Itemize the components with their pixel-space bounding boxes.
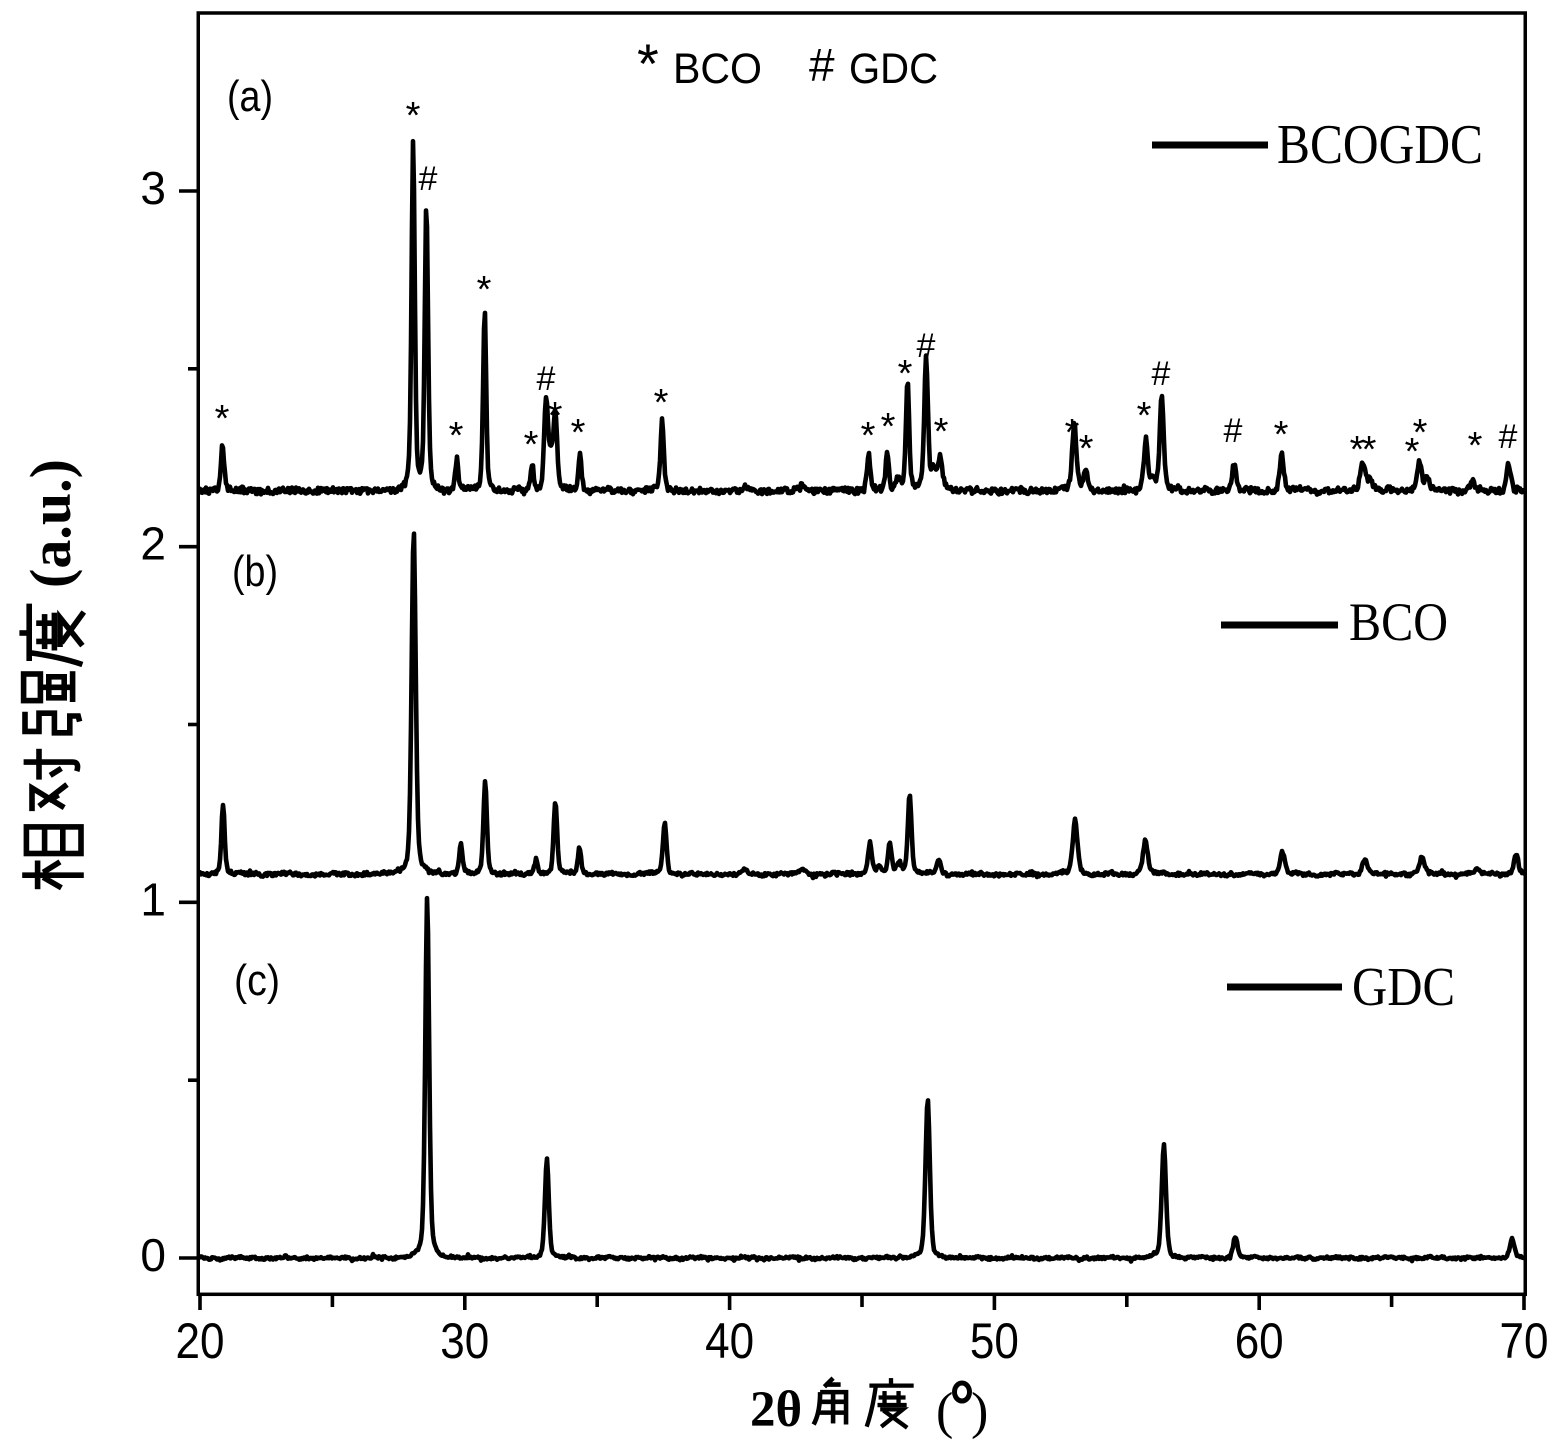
svg-text:#: # <box>537 360 556 398</box>
svg-text:*: * <box>571 412 586 454</box>
svg-text:BCOGDC: BCOGDC <box>1277 114 1483 176</box>
svg-text:20: 20 <box>176 1313 225 1369</box>
svg-text:): ) <box>971 1383 988 1440</box>
svg-text:BCO: BCO <box>673 45 762 93</box>
svg-text:(a.u.): (a.u.) <box>18 459 83 588</box>
svg-text:*: * <box>898 353 913 395</box>
svg-text:#: # <box>1152 355 1171 393</box>
svg-text:*: * <box>1405 431 1420 473</box>
svg-text:(a): (a) <box>227 72 273 121</box>
svg-text:*: * <box>861 415 876 457</box>
svg-text:*: * <box>1274 414 1289 456</box>
svg-text:*: * <box>637 32 659 95</box>
svg-text:50: 50 <box>970 1313 1019 1369</box>
svg-text:2θ: 2θ <box>750 1382 802 1438</box>
svg-text:*: * <box>548 395 563 437</box>
svg-text:*: * <box>1350 429 1365 471</box>
svg-text:*: * <box>477 269 492 311</box>
svg-text:#: # <box>1499 418 1518 456</box>
svg-text:(: ( <box>936 1383 953 1440</box>
svg-text:(b): (b) <box>232 547 278 596</box>
svg-text:70: 70 <box>1500 1313 1549 1369</box>
svg-text:*: * <box>449 415 464 457</box>
svg-text:*: * <box>654 382 669 424</box>
svg-text:*: * <box>1468 425 1483 467</box>
svg-text:*: * <box>1413 412 1428 454</box>
svg-text:#: # <box>1224 412 1243 450</box>
svg-text:*: * <box>1079 428 1094 470</box>
svg-text:*: * <box>1065 412 1080 454</box>
svg-text:GDC: GDC <box>1352 956 1455 1017</box>
svg-text:30: 30 <box>440 1313 489 1369</box>
svg-text:*: * <box>881 406 896 448</box>
svg-text:GDC: GDC <box>849 45 938 93</box>
svg-text:(c): (c) <box>234 956 280 1005</box>
svg-text:#: # <box>419 160 438 198</box>
svg-text:#: # <box>809 39 835 91</box>
svg-text:40: 40 <box>705 1313 754 1369</box>
svg-text:*: * <box>215 398 230 440</box>
svg-text:*: * <box>1137 395 1152 437</box>
svg-text:*: * <box>934 411 949 453</box>
svg-text:*: * <box>1362 429 1377 471</box>
svg-text:1: 1 <box>140 873 166 925</box>
svg-text:0: 0 <box>140 1229 166 1281</box>
svg-text:60: 60 <box>1235 1313 1284 1369</box>
svg-text:BCO: BCO <box>1349 592 1448 652</box>
svg-text:#: # <box>917 327 936 365</box>
svg-text:2: 2 <box>140 518 166 570</box>
svg-text:*: * <box>524 424 539 466</box>
svg-text:*: * <box>406 95 421 137</box>
svg-text:3: 3 <box>140 162 166 214</box>
